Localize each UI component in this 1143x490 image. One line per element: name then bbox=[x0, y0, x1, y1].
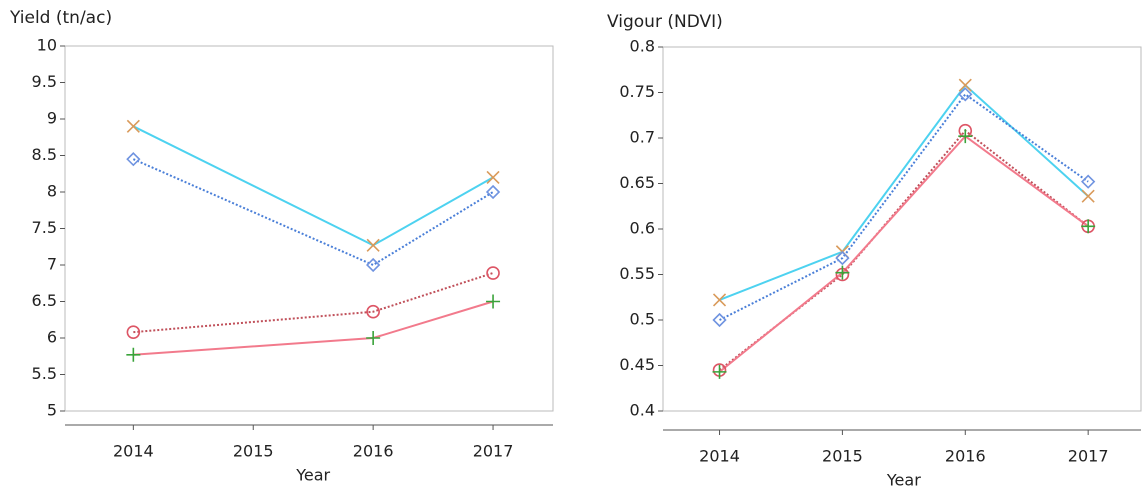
y-tick-label: 10 bbox=[37, 36, 57, 55]
marker bbox=[835, 265, 850, 280]
y-tick-label: 5 bbox=[47, 401, 57, 420]
marker bbox=[366, 304, 380, 319]
chart-title: Vigour (NDVI) bbox=[607, 12, 723, 32]
x-tick-label: 2016 bbox=[353, 442, 394, 461]
marker bbox=[486, 294, 501, 309]
marker bbox=[1081, 219, 1096, 234]
y-tick-label: 9.5 bbox=[32, 72, 57, 91]
marker bbox=[486, 170, 500, 184]
marker bbox=[126, 152, 141, 167]
x-tick-label: 2015 bbox=[233, 442, 274, 461]
y-tick-label: 0.4 bbox=[630, 401, 655, 420]
marker bbox=[1081, 189, 1095, 203]
x-axis-label: Year bbox=[295, 466, 330, 485]
chart-title: Yield (tn/ac) bbox=[9, 8, 112, 28]
y-tick-label: 0.6 bbox=[630, 219, 655, 238]
y-tick-label: 7 bbox=[47, 255, 57, 274]
x-tick-label: 2014 bbox=[113, 442, 154, 461]
x-tick-label: 2017 bbox=[473, 442, 514, 461]
y-tick-label: 7.5 bbox=[32, 218, 57, 237]
y-tick-label: 0.7 bbox=[630, 128, 655, 147]
x-tick-label: 2014 bbox=[699, 447, 740, 466]
marker bbox=[126, 325, 141, 339]
y-tick-label: 0.65 bbox=[619, 173, 655, 192]
series-line bbox=[719, 83, 1089, 301]
series-line bbox=[132, 158, 494, 267]
y-tick-label: 9 bbox=[47, 109, 57, 128]
marker bbox=[1081, 174, 1096, 189]
marker bbox=[958, 78, 972, 92]
series-line bbox=[718, 134, 1089, 373]
x-tick-label: 2017 bbox=[1068, 447, 1109, 466]
marker bbox=[366, 257, 381, 273]
marker bbox=[835, 250, 850, 266]
marker bbox=[366, 331, 381, 345]
y-tick-label: 8 bbox=[47, 182, 57, 201]
marker bbox=[958, 129, 973, 144]
y-tick-label: 6.5 bbox=[32, 291, 57, 310]
marker bbox=[126, 119, 140, 133]
marker bbox=[712, 293, 727, 307]
marker bbox=[126, 347, 141, 362]
series-line bbox=[133, 300, 494, 356]
y-tick-label: 5.5 bbox=[32, 364, 57, 383]
marker bbox=[712, 312, 727, 328]
y-tick-label: 0.75 bbox=[619, 82, 655, 101]
series-line bbox=[133, 272, 494, 334]
marker bbox=[486, 266, 500, 280]
series-line bbox=[719, 92, 1089, 321]
series-line bbox=[132, 125, 494, 247]
y-tick-label: 0.5 bbox=[630, 310, 655, 329]
x-tick-label: 2015 bbox=[822, 447, 863, 466]
series-line bbox=[718, 129, 1089, 371]
y-tick-label: 8.5 bbox=[32, 145, 57, 164]
plot-frame bbox=[662, 46, 1142, 412]
plot-frame bbox=[64, 45, 554, 412]
x-axis-label: Year bbox=[886, 471, 921, 490]
marker bbox=[366, 238, 380, 252]
y-tick-label: 6 bbox=[47, 328, 57, 347]
y-tick-label: 0.8 bbox=[630, 37, 655, 56]
marker bbox=[485, 184, 501, 200]
marker bbox=[958, 87, 973, 102]
y-tick-label: 0.55 bbox=[619, 264, 655, 283]
x-tick-label: 2016 bbox=[945, 447, 986, 466]
marker bbox=[712, 364, 727, 379]
y-tick-label: 0.45 bbox=[619, 355, 655, 374]
